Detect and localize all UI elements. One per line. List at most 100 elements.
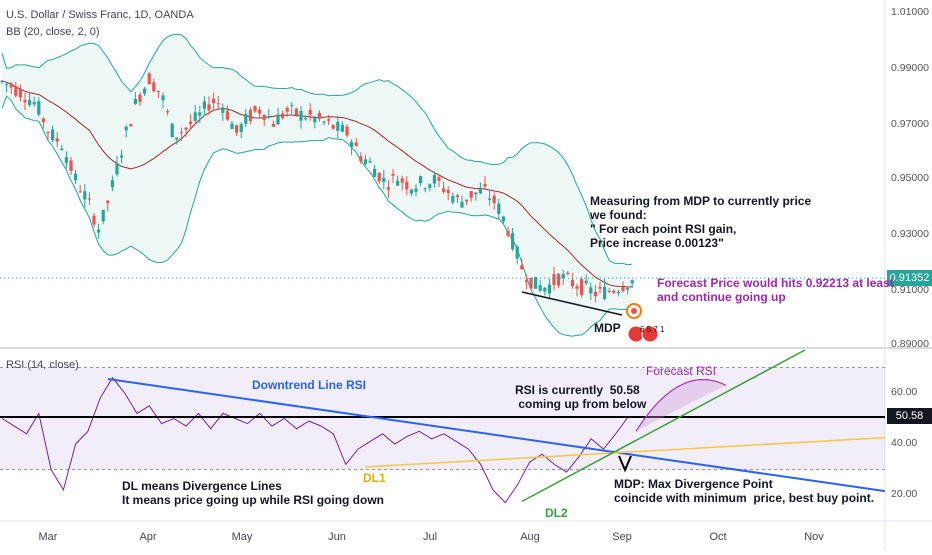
candle-body [423,188,427,190]
dl2-label: DL2 [545,506,568,520]
candle-body [377,172,381,182]
candle-body [55,138,59,142]
candle-body [46,131,50,133]
candle-body [64,157,68,164]
price-tick: 0.93000 [891,228,929,240]
forecast-rsi-fill [636,379,726,432]
bb-lower-line [1,95,633,337]
candle-body [212,98,216,104]
candle-body [32,102,36,105]
candle-body [239,124,243,132]
candle-body [442,188,446,192]
candle-body [244,113,248,124]
candle-body [488,198,492,200]
candle-body [584,280,588,284]
candle-body [308,109,312,115]
candle-body [557,274,561,286]
price-tick: 0.97000 [891,118,929,130]
divergence-line-1 [364,436,886,468]
forecast-rsi-label: Forecast RSI [646,364,717,378]
candle-body [354,142,358,146]
mdp-meaning-note: MDP: Max Divergence Point coincide with … [614,477,875,505]
candle-body [483,183,487,187]
candle-body [304,118,308,120]
candle-body [235,125,239,133]
candle-body [271,123,275,127]
flag-ch-icon[interactable] [641,325,659,343]
candle-body [538,285,542,291]
candle-body [336,121,340,131]
rsi-tick: 20.00 [891,488,918,500]
candle-body [534,277,538,289]
time-tick: Aug [520,531,540,543]
candle-body [170,123,174,138]
candle-body [51,129,55,141]
candle-body [400,178,404,183]
candle-body [478,188,482,194]
candle-body [432,175,436,184]
candle-body [446,189,450,194]
candle-body [455,195,459,197]
candle-body [124,126,128,131]
candle-body [290,105,294,107]
bb-basis-line [1,80,633,288]
candle-body [156,90,160,92]
candle-body [451,196,455,203]
divergence-line-2 [521,349,806,503]
candle-body [391,173,395,176]
candle-body [281,113,285,118]
time-tick: Nov [804,531,824,543]
price-tick: 0.91000 [891,284,929,296]
time-tick: Sep [612,531,632,543]
candle-body [101,209,105,222]
candle-body [175,137,179,140]
bollinger-bands [1,33,633,337]
candle-body [276,114,280,125]
candle-body [120,155,124,158]
event-badge[interactable]: 6 5 7 1 [640,325,665,334]
candle-body [409,189,413,194]
rsi-line [1,376,629,504]
current-price-tag: 0.91352 [887,270,932,286]
candle-body [37,101,41,115]
candle-body [469,191,473,198]
rsi-pane [0,349,886,504]
candle-body [230,123,234,130]
candle-body [593,291,597,297]
candle-body [299,110,303,121]
candle-body [414,188,418,192]
candle-body [616,291,620,293]
candle-body [262,114,266,120]
candle-body [69,160,73,171]
candle-body [465,199,469,202]
candle-body [9,84,13,88]
mdp-arrow-icon [618,455,632,473]
candle-body [189,121,193,125]
candle-body [23,100,27,103]
candle-body [28,99,32,106]
candle-body [327,119,331,121]
price-tick: 1.01000 [891,6,929,18]
candle-body [161,95,165,101]
candle-body [580,279,584,295]
candle-body [515,246,519,259]
candle-body [115,163,119,175]
candle-body [529,277,533,289]
time-tick: May [231,531,253,543]
candle-body [221,107,225,113]
bb-indicator-label: BB (20, close, 2, 0) [6,26,100,38]
time-tick: Apr [139,531,157,543]
candle-body [363,159,367,165]
candle-body [331,124,335,129]
candles [0,72,634,303]
candle-body [248,110,252,121]
dl1-label: DL1 [363,471,386,485]
candle-body [74,173,78,181]
rsi-indicator-label: RSI (14, close) [6,359,79,371]
candle-body [350,142,354,148]
candle-body [460,201,464,208]
price-tick: 0.89000 [891,338,929,350]
candle-body [14,86,18,96]
